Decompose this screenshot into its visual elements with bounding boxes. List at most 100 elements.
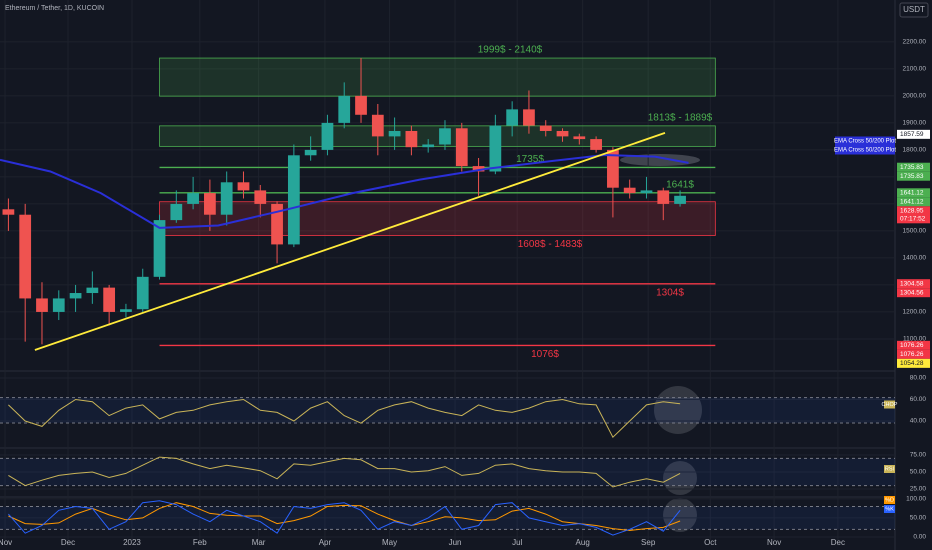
candle-body: [640, 190, 653, 194]
indicator-line: [8, 456, 681, 488]
x-tick-label: Jun: [449, 538, 462, 547]
ema-line: [0, 153, 689, 229]
highlight: [663, 461, 697, 495]
candle-body: [52, 298, 65, 312]
zone: [159, 201, 716, 236]
price-label-box: [897, 358, 930, 368]
candle-body: [321, 122, 334, 150]
price-label-box: [897, 129, 930, 139]
level-label: 1641$: [666, 179, 694, 190]
indicator-label: %K: [885, 506, 894, 512]
ema-label: EMA Cross 50/200 Plot: [834, 148, 896, 154]
candle-body: [204, 193, 216, 215]
candle-body: [455, 128, 468, 167]
price-label: 1054.28: [900, 360, 924, 367]
candle-body: [136, 276, 149, 310]
price-label-box: [897, 206, 930, 224]
price-label-box: [897, 340, 930, 350]
y-tick-label: 100.00: [906, 496, 926, 503]
y-tick-label: 40.00: [910, 418, 927, 425]
y-tick-label: 75.00: [910, 452, 927, 459]
price-label-box: [897, 279, 930, 289]
indicator-label-box: [884, 400, 895, 409]
y-tick-label: 1400.00: [903, 255, 927, 262]
x-tick-label: Jul: [512, 538, 522, 547]
candle-body: [287, 155, 300, 245]
y-tick-label: 0.00: [913, 534, 926, 541]
candle-body: [405, 130, 418, 148]
candle-body: [523, 109, 535, 126]
y-tick-label: 1200.00: [903, 309, 927, 316]
x-tick-label: Aug: [576, 538, 590, 547]
x-tick-label: 2023: [123, 538, 141, 547]
price-label: 1641.12: [900, 190, 924, 197]
trendline: [34, 132, 666, 351]
y-tick-label: 1800.00: [903, 147, 927, 154]
x-tick-label: May: [382, 538, 397, 547]
level-label: 1304$: [656, 287, 684, 298]
price-label-box: [897, 197, 930, 207]
candle-body: [590, 139, 602, 150]
level-label: 1076$: [531, 349, 559, 360]
candle-body: [2, 209, 15, 215]
y-tick-label: 1100.00: [903, 336, 926, 343]
price-label: 1857.59: [900, 131, 924, 138]
price-label: 1076.26: [900, 342, 924, 349]
candle-body: [657, 190, 670, 204]
currency[interactable]: USDT: [903, 5, 925, 14]
candle-body: [304, 149, 317, 156]
price-label: 1735.83: [900, 173, 924, 180]
candle-body: [153, 220, 166, 277]
price-label: 1641.12: [900, 199, 924, 206]
candle-body: [623, 187, 636, 194]
price-label-box: [897, 188, 930, 198]
candle-body: [237, 182, 250, 191]
x-tick-label: Mar: [252, 538, 266, 547]
indicator-label-box: [884, 505, 895, 513]
price-label-box: [897, 162, 930, 172]
indicator-line: [8, 502, 681, 532]
candle-body: [103, 287, 116, 312]
candle-body: [439, 128, 451, 145]
indicator-label: %D: [885, 497, 894, 503]
ema-label-box: [835, 145, 895, 155]
price-label-box: [897, 288, 930, 298]
y-tick-label: 2100.00: [903, 66, 927, 73]
x-tick-label: Dec: [61, 538, 75, 547]
y-tick-label: 50.00: [910, 515, 927, 522]
candle-body: [607, 149, 619, 188]
x-tick-label: Nov: [0, 538, 12, 547]
candle-body: [556, 130, 569, 137]
y-tick-label: 2200.00: [903, 39, 927, 46]
x-tick-label: Feb: [193, 538, 207, 547]
candle-body: [506, 109, 519, 126]
candle-body: [371, 114, 384, 137]
indicator-line: [8, 500, 681, 536]
price-label-box: [897, 349, 930, 359]
candle-body: [187, 193, 199, 204]
candle-body: [86, 287, 99, 294]
countdown: 07:17:52: [900, 216, 926, 223]
currency-box[interactable]: [899, 2, 929, 18]
y-tick-label: 1500.00: [903, 228, 927, 235]
candle-body: [355, 95, 367, 115]
price-label-box: [897, 171, 930, 181]
ema-label-box: [835, 136, 895, 146]
candle-body: [388, 130, 401, 137]
candle-body: [422, 144, 435, 148]
candle-body: [573, 136, 586, 140]
indicator-line: [8, 398, 681, 439]
indicator-label-box: [884, 496, 895, 504]
price-label: 1304.56: [900, 289, 924, 296]
zone-label: 1813$ - 1889$: [648, 112, 713, 123]
candle-body: [120, 309, 132, 312]
zone: [159, 57, 716, 97]
y-tick-label: 50.00: [910, 469, 927, 476]
candle-body: [338, 95, 351, 123]
candle-body: [539, 125, 552, 131]
y-tick-label: 2000.00: [903, 93, 927, 100]
candle-body: [254, 190, 267, 204]
candle-body: [674, 195, 686, 204]
price-label: 1735.83: [900, 164, 924, 171]
